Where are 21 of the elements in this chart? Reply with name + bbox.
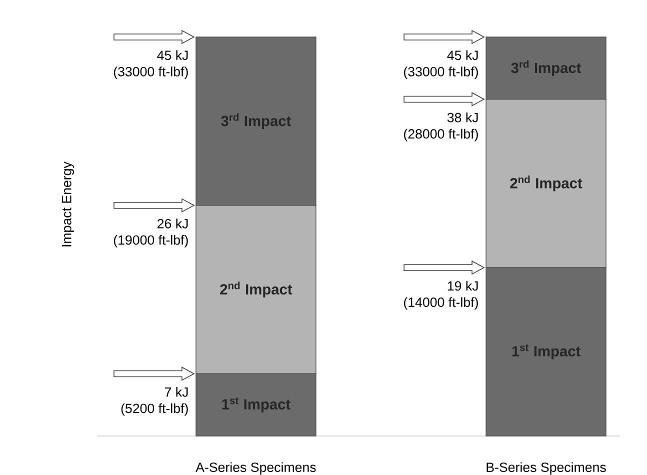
annotation: 26 kJ — [158, 218, 188, 228]
text: 1$^{st}$ Impact — [512, 344, 580, 360]
x-tick-label: B-Series Specimens — [486, 462, 606, 475]
series-label: 2$^{nd}$ Impact — [220, 282, 292, 298]
series-label: 1$^{st}$ Impact — [222, 397, 290, 412]
y-axis-title: Impact Energy — [62, 162, 74, 246]
text: 2$^{nd}$ Impact — [510, 176, 582, 192]
annotation: (5200 ft-lbf) — [121, 403, 188, 416]
annotation: (14000 ft-lbf) — [404, 297, 478, 310]
x-tick-label: A-Series Specimens — [196, 462, 316, 475]
series-label: 3$^{rd}$ Impact — [511, 60, 582, 76]
annotation: 19 kJ — [448, 280, 478, 291]
annotation: (19000 ft-lbf) — [114, 234, 188, 248]
annotation: 45 kJ — [157, 50, 188, 60]
annotation: 38 kJ — [447, 112, 478, 122]
annotation: (28000 ft-lbf) — [404, 128, 478, 142]
annotation: 7 kJ — [164, 387, 188, 397]
annotation: (33000 ft-lbf) — [114, 66, 188, 80]
annotation: 45 kJ — [447, 50, 478, 60]
text: 3$^{rd}$ Impact — [221, 113, 291, 130]
annotation: (33000 ft-lbf) — [404, 66, 478, 80]
